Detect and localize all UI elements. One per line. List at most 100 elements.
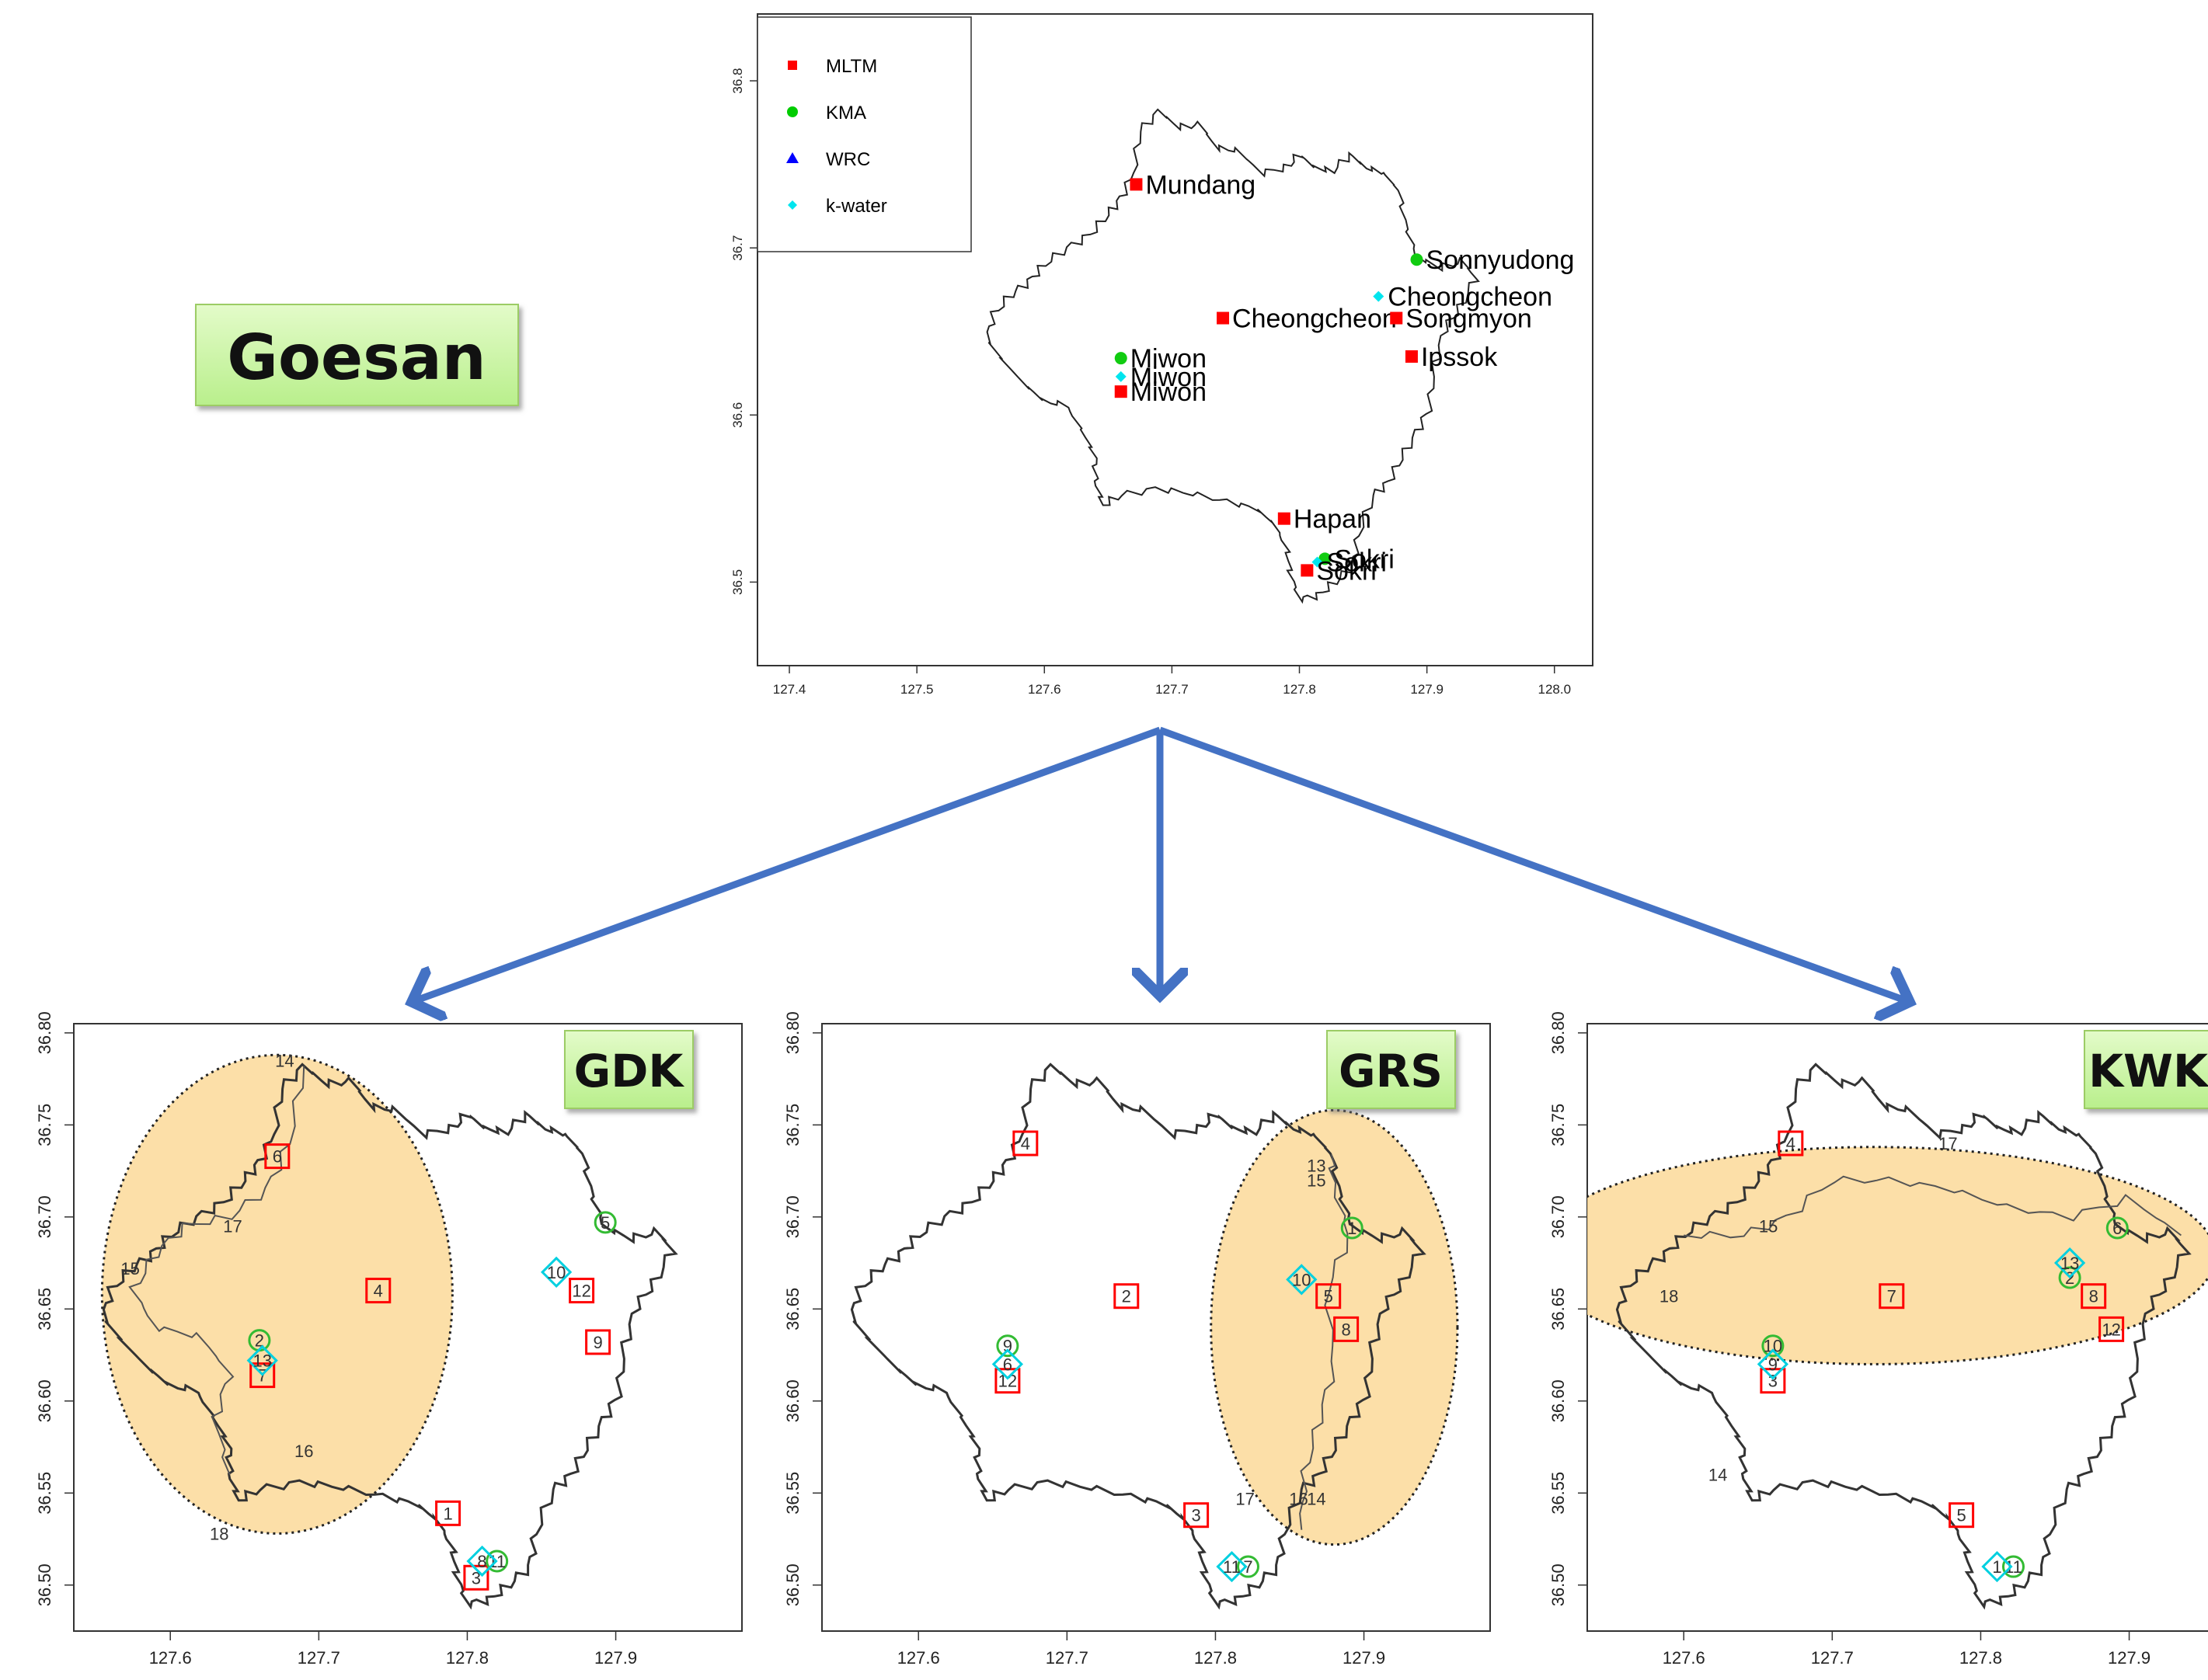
panel-badge: GDK [564, 1030, 694, 1109]
station-number: 4 [374, 1282, 383, 1301]
station-number: 6 [2112, 1219, 2122, 1238]
station-square-marker: 4 [1778, 1130, 1804, 1157]
station-label: Cheongcheon [1388, 283, 1552, 312]
station-square-marker: 2 [1113, 1283, 1140, 1310]
region-number: 13 [1307, 1156, 1325, 1175]
x-tick-label: 127.9 [1343, 1648, 1385, 1668]
region-number: 17 [1235, 1489, 1254, 1508]
station-square-marker: 4 [1012, 1130, 1039, 1157]
station-number: 9 [1768, 1355, 1778, 1374]
station-marker [1130, 178, 1143, 191]
station-number: 10 [547, 1263, 566, 1282]
station-square-marker: 1 [435, 1500, 461, 1526]
station-diamond-marker: 11 [1216, 1550, 1248, 1583]
station-marker [1410, 253, 1423, 266]
y-tick-label: 36.60 [35, 1379, 54, 1422]
y-tick-label: 36.65 [1548, 1288, 1568, 1330]
x-tick-label: 127.4 [773, 682, 806, 697]
station-number: 8 [2089, 1287, 2098, 1306]
station-label: Miwon [1130, 344, 1207, 374]
basin-outline [850, 1063, 1426, 1610]
legend-label: WRC [826, 149, 870, 170]
station-diamond-marker: 6 [991, 1348, 1024, 1380]
x-tick-label: 127.7 [1811, 1648, 1854, 1668]
station-number: 8 [477, 1552, 486, 1571]
station-square-marker: 5 [1315, 1283, 1342, 1310]
station-number: 13 [2060, 1254, 2079, 1273]
station-circle-marker: 10 [1761, 1334, 1785, 1358]
station-number: 11 [1223, 1557, 1241, 1577]
station-diamond-marker: 13 [246, 1344, 278, 1376]
station-number: 12 [2102, 1320, 2120, 1339]
region-number: 18 [1659, 1287, 1678, 1306]
y-tick-label: 36.70 [783, 1195, 803, 1238]
region-number: 15 [1307, 1170, 1325, 1190]
x-tick-label: 127.9 [2108, 1648, 2151, 1668]
station-square-marker: 12 [2098, 1316, 2125, 1342]
y-tick-label: 36.60 [1548, 1379, 1568, 1422]
sub-basin-boundary [1684, 1175, 2182, 1240]
station-number: 1 [1347, 1219, 1356, 1238]
station-circle-marker: 5 [594, 1211, 617, 1234]
y-tick-label: 36.55 [35, 1472, 54, 1515]
basin-outline [986, 108, 1480, 604]
station-label: Mundang [1145, 170, 1255, 200]
x-tick-label: 127.8 [446, 1648, 489, 1668]
y-tick-label: 36.80 [1548, 1011, 1568, 1054]
arrow-left [412, 726, 1161, 1002]
x-tick-label: 127.8 [1194, 1648, 1237, 1668]
y-tick-label: 36.55 [783, 1472, 803, 1515]
y-tick-label: 36.50 [35, 1563, 54, 1606]
y-tick-label: 36.8 [730, 68, 745, 94]
legend-symbol-square [788, 61, 797, 70]
sub-basin-boundary [128, 1066, 305, 1475]
station-diamond-marker: 10 [540, 1256, 573, 1289]
x-tick-label: 127.9 [594, 1648, 637, 1668]
station-number: 5 [1324, 1287, 1333, 1306]
station-label: Sokri [1334, 544, 1394, 574]
station-label: Hapan [1294, 505, 1371, 534]
station-diamond-marker: 13 [2053, 1247, 2086, 1279]
station-marker [1217, 311, 1230, 325]
station-label: Miwon [1130, 377, 1207, 407]
station-number: 8 [1341, 1320, 1350, 1339]
legend-label: MLTM [826, 56, 877, 77]
x-tick-label: 127.6 [1663, 1648, 1705, 1668]
top-station-map: 127.4 127.5 127.6 127.7 127.8 127.9 128.0 36.5 3… [730, 13, 1593, 697]
basin-outline [1615, 1063, 2192, 1610]
basin-outline [102, 1063, 678, 1610]
legend-symbol-diamond [788, 200, 797, 210]
station-label: Miwon [1130, 363, 1207, 392]
station-number: 13 [252, 1351, 271, 1371]
cluster-ellipse [100, 1053, 454, 1535]
y-tick-label: 36.75 [783, 1104, 803, 1146]
station-marker [1373, 290, 1384, 302]
station-number: 2 [1122, 1287, 1131, 1306]
y-tick-label: 36.80 [783, 1011, 803, 1054]
station-marker [1114, 352, 1127, 365]
station-marker [1114, 385, 1127, 398]
station-marker [1405, 350, 1418, 363]
station-number: 11 [2004, 1557, 2022, 1577]
station-label: Sonnyudong [1426, 245, 1575, 275]
x-tick-label: 127.6 [149, 1648, 192, 1668]
station-number: 1 [443, 1504, 452, 1523]
station-number: 12 [572, 1282, 590, 1301]
region-number: 14 [1307, 1489, 1325, 1508]
station-square-marker: 12 [569, 1278, 595, 1304]
y-tick-label: 36.50 [1548, 1563, 1568, 1606]
station-number: 10 [1292, 1270, 1311, 1289]
station-diamond-marker: 8 [466, 1545, 498, 1577]
station-diamond-marker: 10 [1286, 1264, 1318, 1296]
x-tick-label: 127.8 [1283, 682, 1316, 697]
station-marker [1311, 556, 1323, 568]
station-number: 6 [1003, 1355, 1012, 1374]
station-number: 6 [273, 1147, 282, 1167]
station-diamond-marker: 1 [1981, 1550, 2013, 1583]
station-circle-marker: 7 [1236, 1555, 1259, 1578]
legend-symbol-triangle [786, 152, 799, 163]
region-number: 14 [1708, 1466, 1727, 1485]
y-tick-label: 36.75 [1548, 1104, 1568, 1146]
